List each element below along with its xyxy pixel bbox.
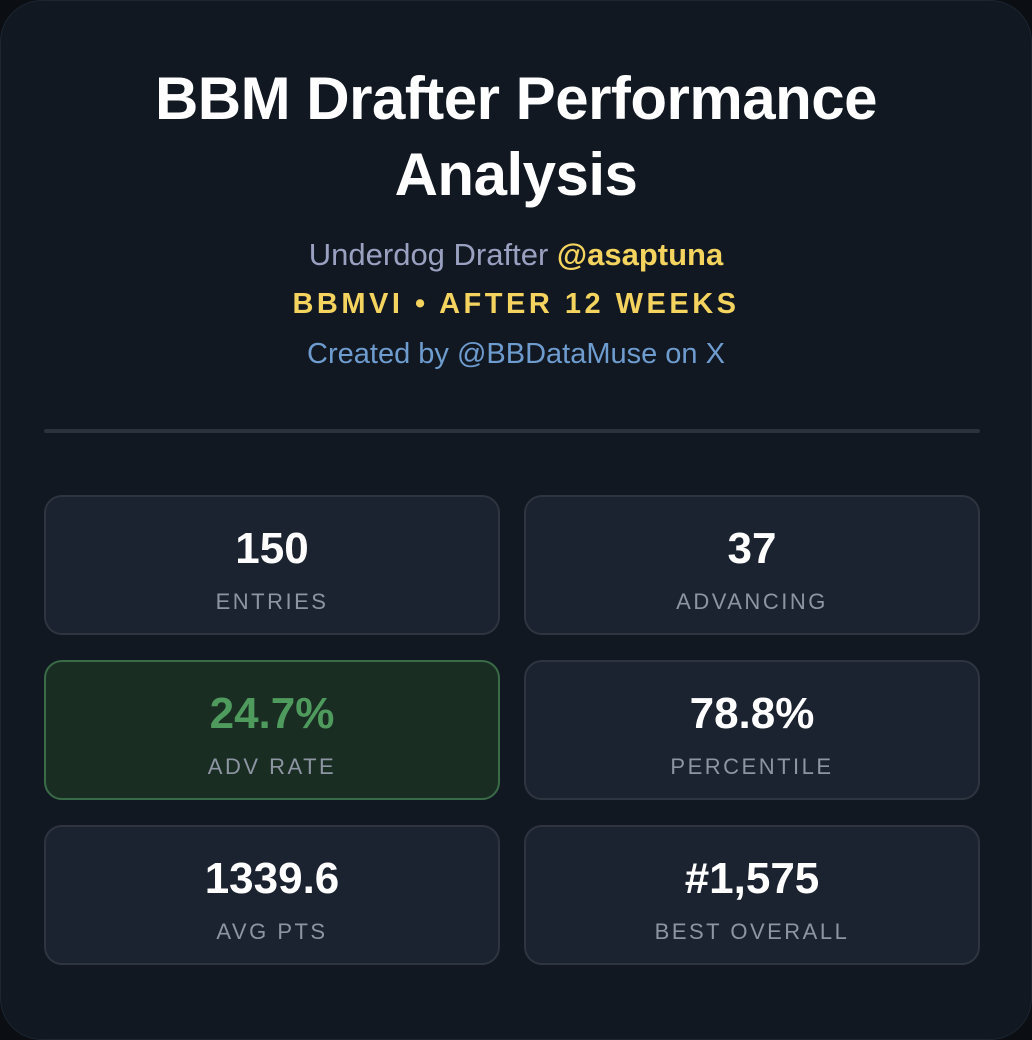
stat-percentile: 78.8% PERCENTILE <box>524 660 980 800</box>
stat-value: 1339.6 <box>204 854 340 903</box>
stat-label: ADV RATE <box>207 754 337 779</box>
credit-line: Created by @BBDataMuse on X <box>307 338 725 370</box>
stat-value: 37 <box>727 524 777 573</box>
stat-value: 24.7% <box>209 689 335 738</box>
stat-label: PERCENTILE <box>670 754 834 779</box>
stat-entries: 150 ENTRIES <box>44 495 500 635</box>
stat-best-overall: #1,575 BEST OVERALL <box>524 825 980 965</box>
stat-value: 150 <box>235 524 309 573</box>
stat-label: ADVANCING <box>676 589 828 614</box>
season-label: BBMVI • AFTER 12 WEEKS <box>292 288 740 320</box>
stat-advancing: 37 ADVANCING <box>524 495 980 635</box>
stat-value: 78.8% <box>689 689 815 738</box>
page-title: BBM Drafter Performance Analysis <box>154 65 878 208</box>
stat-avg-pts: 1339.6 AVG PTS <box>44 825 500 965</box>
stat-adv-rate: 24.7% ADV RATE <box>44 660 500 800</box>
stat-label: BEST OVERALL <box>654 919 850 944</box>
card-header: BBM Drafter Performance Analysis Underdo… <box>1 61 1031 373</box>
stat-value: #1,575 <box>684 854 820 903</box>
divider <box>44 429 980 433</box>
subtitle-prefix: Underdog Drafter <box>308 237 557 272</box>
drafter-handle: @asaptuna <box>556 237 724 272</box>
stats-grid: 150 ENTRIES 37 ADVANCING 24.7% ADV RATE … <box>44 495 980 965</box>
stat-label: ENTRIES <box>215 589 329 614</box>
stat-label: AVG PTS <box>216 919 328 944</box>
drafter-subtitle: Underdog Drafter @asaptuna <box>1 235 1031 275</box>
